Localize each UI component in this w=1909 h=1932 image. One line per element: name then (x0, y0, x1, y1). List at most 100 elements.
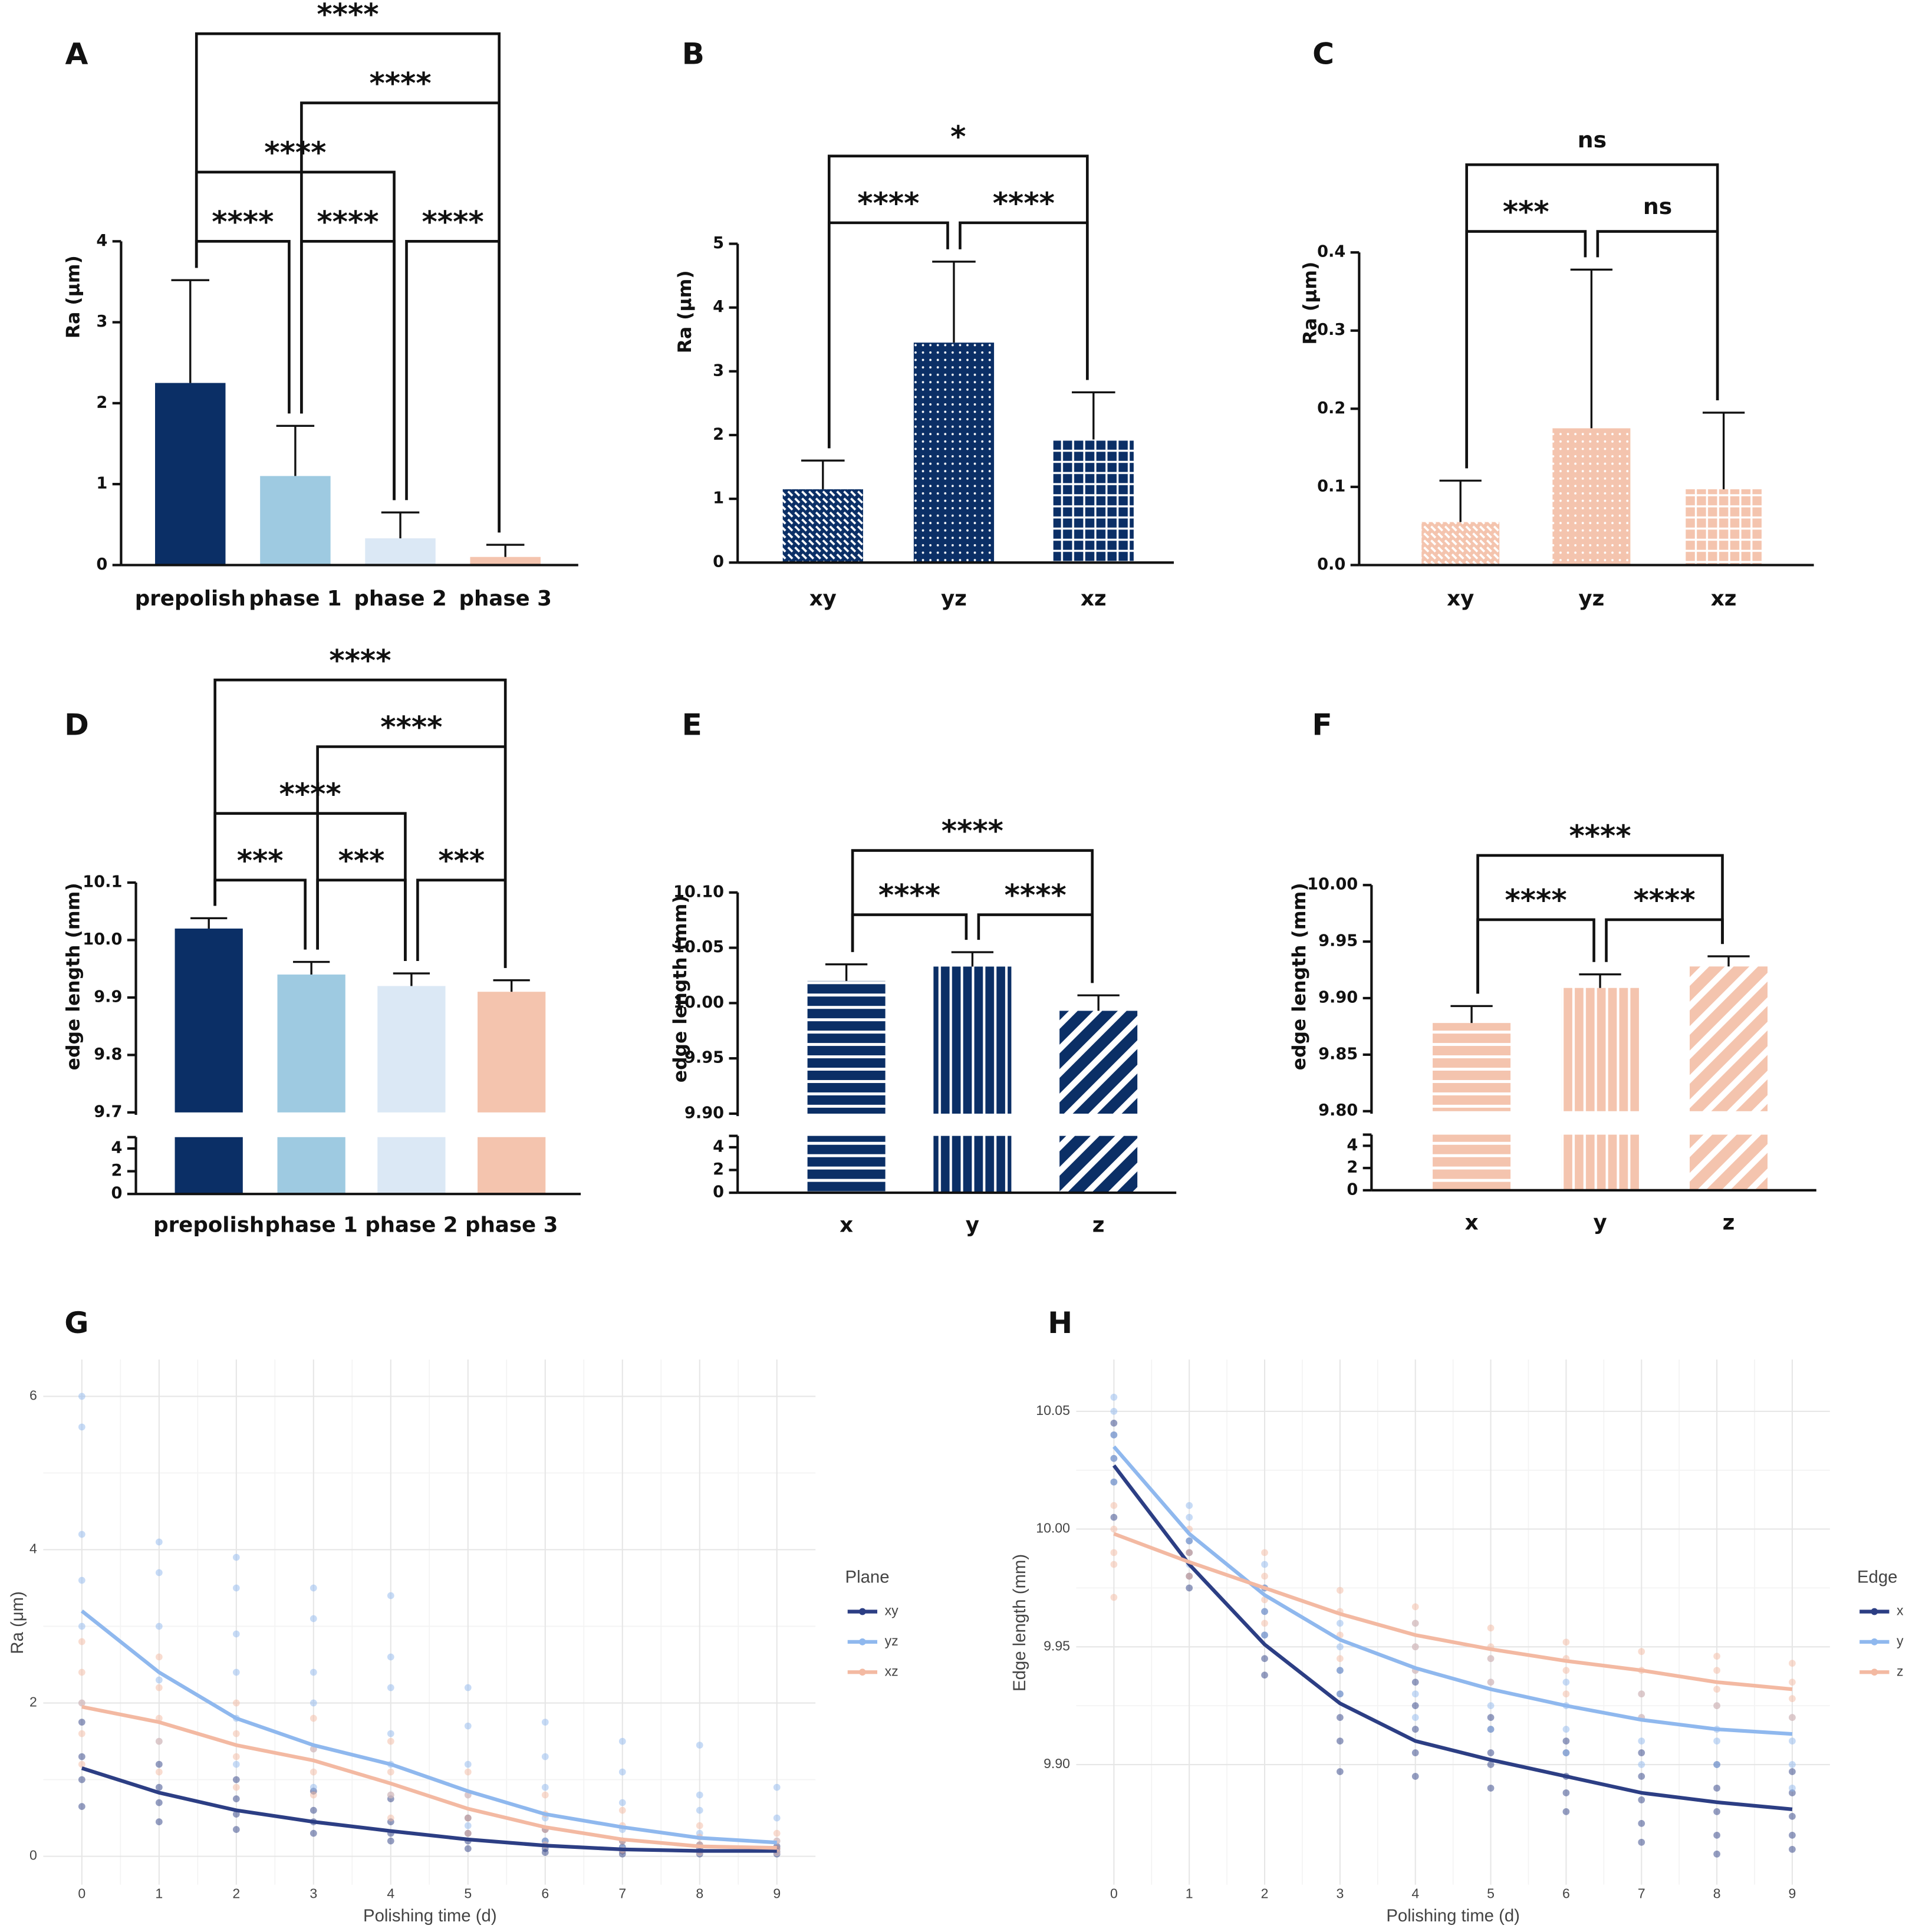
bar (782, 489, 863, 563)
y-tick-label: 0.3 (1317, 321, 1345, 339)
data-point (1411, 1678, 1419, 1686)
data-point (696, 1742, 703, 1749)
bar (1684, 489, 1763, 565)
y-tick-label: 9.85 (1318, 1045, 1358, 1063)
data-point (541, 1783, 549, 1791)
data-point (232, 1795, 240, 1802)
y-tick-label: 2 (29, 1694, 37, 1710)
data-point (232, 1776, 240, 1783)
data-point (232, 1668, 240, 1676)
data-point (1261, 1671, 1268, 1679)
data-point (464, 1829, 472, 1837)
bar (155, 383, 226, 565)
data-point (387, 1837, 394, 1845)
x-tick-label: 6 (1562, 1886, 1570, 1901)
y-tick-label: 0.4 (1317, 243, 1345, 261)
data-point (464, 1845, 472, 1852)
data-point (1638, 1820, 1645, 1827)
data-point (1110, 1594, 1118, 1601)
data-point (1789, 1695, 1796, 1703)
y-tick-label: 10.0 (83, 930, 122, 949)
data-point (155, 1684, 163, 1691)
y-tick-label: 2 (713, 1160, 724, 1179)
data-point (1261, 1549, 1268, 1556)
data-point (387, 1737, 394, 1745)
panel-letter: E (682, 707, 702, 742)
data-point (1487, 1726, 1495, 1733)
data-point (464, 1722, 472, 1730)
data-point (1713, 1702, 1720, 1710)
bar (260, 476, 331, 565)
data-point (1638, 1749, 1645, 1756)
significance-label: **** (878, 878, 940, 913)
data-point (1261, 1655, 1268, 1663)
data-point (232, 1760, 240, 1768)
data-point (1337, 1620, 1344, 1627)
data-point (696, 1822, 703, 1829)
y-tick-label: 3 (96, 312, 107, 331)
y-tick-label: 1 (713, 489, 724, 508)
data-point (1487, 1655, 1495, 1663)
y-tick-label: 2 (713, 425, 724, 443)
y-tick-label: 2 (96, 393, 107, 412)
data-point (618, 1799, 626, 1806)
y-tick-label: 4 (1347, 1136, 1358, 1154)
significance-label: *** (438, 843, 485, 878)
bar (1433, 1023, 1511, 1111)
bar-lower (377, 1137, 446, 1194)
x-tick-label: 9 (773, 1886, 781, 1901)
data-point (387, 1684, 394, 1691)
data-point (618, 1768, 626, 1776)
panel-letter: G (64, 1305, 88, 1340)
data-point (618, 1806, 626, 1814)
panel-letter: C (1312, 36, 1334, 71)
data-point (1186, 1537, 1193, 1545)
significance-label: **** (1505, 883, 1566, 917)
bar-lower (277, 1137, 345, 1194)
data-point (1789, 1813, 1796, 1820)
data-point (1713, 1653, 1720, 1660)
y-tick-label: 9.90 (1044, 1756, 1070, 1771)
significance-label: * (950, 119, 966, 154)
significance-label: **** (212, 204, 274, 239)
significance-bracket (1465, 163, 1719, 469)
panel-letter: D (64, 707, 89, 742)
data-point (1411, 1603, 1419, 1611)
significance-label: **** (857, 186, 919, 220)
data-point (696, 1791, 703, 1799)
y-tick-label: 9.95 (1318, 932, 1358, 950)
data-point (1337, 1643, 1344, 1651)
bar (470, 557, 541, 565)
data-point (1562, 1789, 1570, 1796)
legend-dot (1871, 1608, 1878, 1615)
x-tick-label: 4 (1411, 1886, 1419, 1901)
y-tick-label: 6 (29, 1388, 37, 1403)
data-point (78, 1393, 85, 1400)
data-point (1110, 1419, 1118, 1427)
x-tick-label: 0 (1110, 1886, 1118, 1901)
data-point (310, 1615, 317, 1622)
significance-label: *** (338, 843, 385, 878)
x-tick-label: 1 (155, 1886, 163, 1901)
data-point (1562, 1690, 1570, 1698)
y-axis-title: edge length (mm) (63, 883, 84, 1070)
data-point (1411, 1726, 1419, 1733)
data-point (1337, 1714, 1344, 1722)
significance-label: **** (264, 135, 326, 170)
significance-label: **** (329, 643, 391, 677)
y-tick-label: 4 (111, 1139, 123, 1157)
data-point (1110, 1513, 1118, 1521)
data-point (1487, 1678, 1495, 1686)
data-point (1186, 1572, 1193, 1580)
significance-label: *** (237, 843, 284, 878)
data-point (464, 1768, 472, 1776)
data-point (1186, 1502, 1193, 1509)
data-point (387, 1653, 394, 1661)
data-point (78, 1622, 85, 1630)
data-point (155, 1676, 163, 1684)
panel-letter: F (1312, 707, 1332, 742)
x-tick-label: xz (1711, 587, 1737, 611)
data-point (155, 1760, 163, 1768)
significance-label: **** (1005, 878, 1067, 913)
y-tick-label: 3 (713, 361, 724, 380)
